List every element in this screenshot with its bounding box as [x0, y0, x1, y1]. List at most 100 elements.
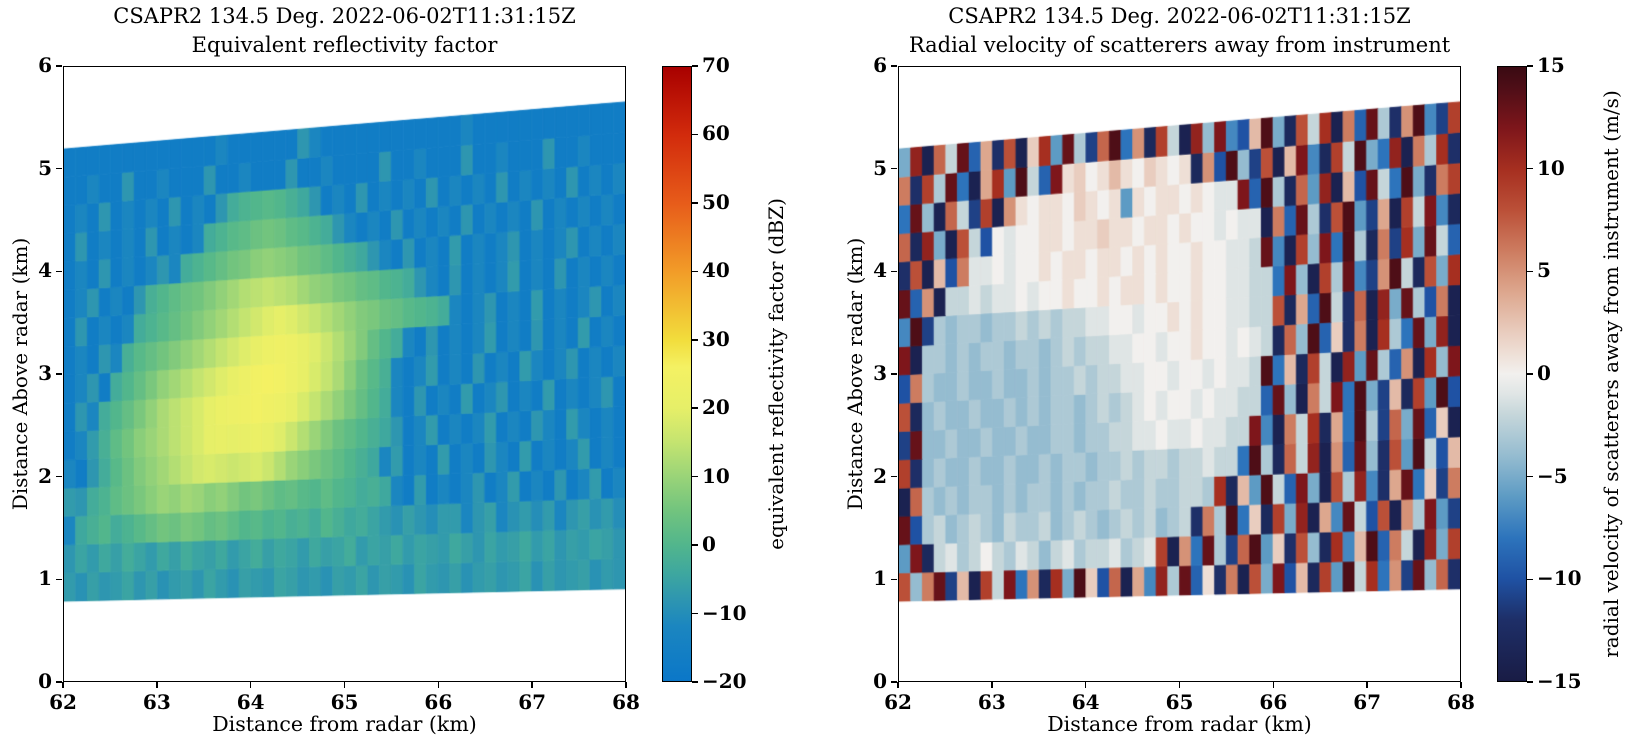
x-tick-mark: [1366, 682, 1368, 688]
y-tick-label: 5: [38, 155, 52, 180]
plot-title-line1: CSAPR2 134.5 Deg. 2022-06-02T11:31:15Z: [113, 4, 576, 28]
y-tick-label: 5: [873, 155, 887, 180]
colorbar-tick-mark: [692, 270, 698, 273]
plot-title-line2: Equivalent reflectivity factor: [191, 33, 498, 57]
velocity-title: CSAPR2 134.5 Deg. 2022-06-02T11:31:15Z R…: [878, 2, 1481, 60]
x-tick-label: 62: [49, 690, 77, 714]
colorbar-tick-mark: [1527, 681, 1533, 683]
velocity-plot-area: [898, 66, 1461, 682]
y-tick-label: 4: [873, 258, 887, 283]
x-tick-label: 65: [1165, 690, 1194, 714]
colorbar-tick-label: 10: [702, 463, 730, 488]
x-tick-mark: [437, 682, 440, 688]
y-tick-mark: [56, 167, 62, 170]
x-tick-mark: [1084, 682, 1087, 688]
colorbar-tick-mark: [692, 202, 698, 204]
reflectivity-panel: CSAPR2 134.5 Deg. 2022-06-02T11:31:15Z E…: [0, 0, 799, 752]
y-tick-mark: [891, 475, 897, 478]
x-tick-mark: [1272, 682, 1275, 688]
y-tick-mark: [891, 270, 897, 273]
colorbar-tick-label: −5: [1537, 463, 1568, 488]
plot-title-line2: Radial velocity of scatterers away from …: [908, 33, 1451, 57]
y-tick-mark: [891, 681, 897, 683]
y-tick-mark: [891, 65, 897, 67]
colorbar-tick-mark: [692, 133, 698, 136]
y-tick-label: 6: [38, 53, 52, 77]
x-axis-label: Distance from radar (km): [212, 712, 477, 736]
y-tick-mark: [891, 578, 897, 581]
colorbar-tick-mark: [1527, 475, 1533, 478]
colorbar-tick-mark: [692, 407, 698, 410]
reflectivity-plot-area: [63, 66, 626, 682]
x-tick-mark: [62, 682, 64, 688]
colorbar-tick-label: 5: [1537, 258, 1551, 283]
x-tick-mark: [897, 682, 899, 688]
x-tick-mark: [531, 682, 533, 688]
x-tick-mark: [625, 682, 627, 688]
reflectivity-title: CSAPR2 134.5 Deg. 2022-06-02T11:31:15Z E…: [43, 2, 646, 60]
colorbar-tick-label: 15: [1537, 53, 1565, 77]
colorbar-tick-mark: [692, 681, 698, 683]
reflectivity-colorbar-label: equivalent reflectivity factor (dBZ): [764, 198, 788, 550]
y-tick-label: 3: [38, 361, 52, 385]
colorbar-tick-mark: [692, 475, 698, 478]
x-tick-label: 66: [1259, 690, 1288, 714]
y-tick-mark: [56, 270, 62, 273]
x-tick-mark: [249, 682, 252, 688]
colorbar-tick-mark: [692, 612, 698, 615]
colorbar-tick-mark: [692, 338, 698, 341]
y-tick-label: 2: [873, 463, 887, 488]
x-tick-label: 63: [977, 690, 1006, 714]
colorbar-tick-label: 40: [702, 258, 730, 283]
y-tick-label: 6: [873, 53, 887, 77]
x-tick-label: 64: [236, 690, 265, 714]
x-tick-label: 66: [424, 690, 453, 714]
colorbar-tick-label: 20: [702, 395, 730, 420]
velocity-colorbar: [1497, 66, 1527, 682]
colorbar-tick-label: 10: [1537, 155, 1565, 180]
y-tick-mark: [56, 65, 62, 67]
x-tick-label: 67: [1353, 690, 1382, 714]
velocity-panel: CSAPR2 134.5 Deg. 2022-06-02T11:31:15Z R…: [835, 0, 1634, 752]
x-tick-mark: [156, 682, 158, 688]
y-tick-mark: [56, 373, 62, 375]
colorbar-tick-mark: [692, 544, 698, 546]
y-tick-label: 0: [873, 669, 887, 693]
plot-title-line1: CSAPR2 134.5 Deg. 2022-06-02T11:31:15Z: [948, 4, 1411, 28]
colorbar-tick-mark: [1527, 270, 1533, 273]
colorbar-tick-label: 70: [702, 53, 730, 77]
x-tick-label: 63: [142, 690, 171, 714]
x-tick-label: 68: [1447, 690, 1475, 714]
x-axis-label: Distance from radar (km): [1047, 712, 1312, 736]
y-tick-label: 0: [38, 669, 52, 693]
x-tick-label: 62: [884, 690, 912, 714]
y-tick-mark: [891, 167, 897, 170]
colorbar-tick-label: 50: [702, 189, 730, 214]
colorbar-tick-label: 30: [702, 326, 730, 351]
y-tick-label: 1: [38, 566, 52, 591]
x-tick-label: 67: [518, 690, 547, 714]
colorbar-tick-mark: [1527, 373, 1533, 375]
colorbar-tick-label: −20: [702, 669, 747, 693]
colorbar-tick-label: 0: [702, 532, 716, 557]
colorbar-tick-mark: [1527, 65, 1533, 67]
colorbar-tick-label: 60: [702, 121, 730, 146]
x-tick-mark: [1460, 682, 1462, 688]
y-tick-mark: [56, 681, 62, 683]
x-tick-mark: [1178, 682, 1181, 688]
reflectivity-colorbar: [662, 66, 692, 682]
colorbar-tick-mark: [1527, 578, 1533, 581]
y-tick-label: 2: [38, 463, 52, 488]
colorbar-tick-label: 0: [1537, 361, 1551, 385]
y-tick-mark: [56, 475, 62, 478]
velocity-heatmap-canvas: [899, 67, 1460, 681]
y-tick-mark: [56, 578, 62, 581]
y-tick-mark: [891, 373, 897, 375]
reflectivity-heatmap-canvas: [64, 67, 625, 681]
colorbar-tick-label: −10: [702, 600, 747, 625]
x-tick-mark: [991, 682, 993, 688]
x-tick-mark: [343, 682, 346, 688]
x-tick-label: 65: [330, 690, 359, 714]
colorbar-tick-mark: [692, 65, 698, 67]
